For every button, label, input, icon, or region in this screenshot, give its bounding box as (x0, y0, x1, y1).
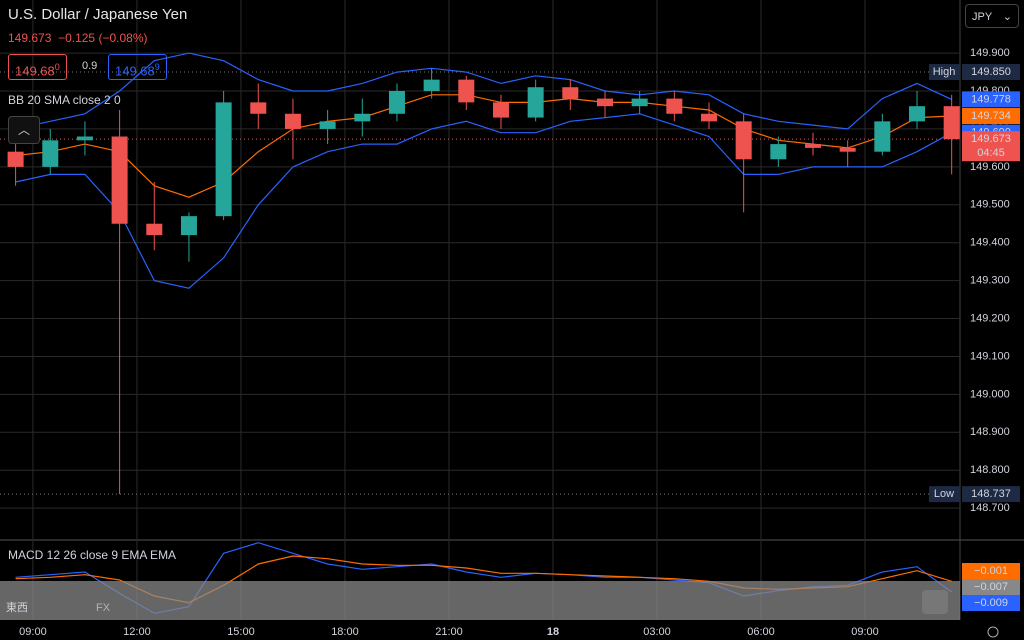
candle-body (215, 102, 232, 217)
bb-middle (15, 94, 952, 198)
change: −0.125 (58, 31, 96, 45)
dropdown-arrow: ⌄ (1002, 11, 1012, 23)
bb-badge-bg (962, 91, 1020, 108)
low-tag: Low (934, 488, 954, 500)
candle-body (492, 102, 509, 118)
y-tick-label: 149.500 (970, 199, 1010, 211)
x-tick-label: 15:00 (227, 626, 255, 638)
candle-body (805, 144, 822, 148)
ad-overlay (0, 581, 960, 620)
candle-body (250, 102, 267, 114)
candle-body (770, 144, 787, 160)
candle-body (700, 113, 717, 122)
last-price-badge-bg (962, 131, 1020, 162)
y-tick-label: 149.400 (970, 237, 1010, 249)
buy-pip: 9 (154, 62, 160, 72)
candle-body (562, 87, 579, 99)
scroll-button[interactable] (922, 590, 948, 614)
bb-lower (15, 113, 952, 289)
x-tick-label: 12:00 (123, 626, 151, 638)
candle-body (388, 91, 405, 114)
y-tick-label: 149.900 (970, 47, 1010, 59)
macd-badge-bg (962, 563, 1020, 579)
settings-icon[interactable] (987, 626, 999, 638)
y-tick-label: 148.700 (970, 502, 1010, 514)
macd-badge: −0.009 (974, 597, 1008, 609)
high-tag-bg (929, 64, 960, 81)
low-tag-bg (929, 486, 960, 503)
candle-body (943, 106, 960, 140)
candle-body (874, 121, 891, 152)
low-badge-bg (962, 486, 1020, 503)
x-tick-label: 09:00 (19, 626, 47, 638)
x-tick-label: 21:00 (435, 626, 463, 638)
y-tick-label: 149.200 (970, 312, 1010, 324)
low-badge: 148.737 (971, 488, 1011, 500)
sell-pip: 0 (54, 62, 60, 72)
sell-price: 149.68 (15, 63, 55, 79)
symbol-title: U.S. Dollar / Japanese Yen (8, 6, 188, 23)
candle-body (76, 136, 93, 141)
countdown: 04:45 (977, 147, 1005, 159)
candle-body (423, 79, 440, 92)
high-badge-bg (962, 64, 1020, 81)
watermark-right: FX (96, 602, 111, 614)
candle-body (7, 151, 24, 167)
macd-legend: MACD 12 26 close 9 EMA EMA (8, 548, 177, 562)
bb-badge: 149.778 (971, 93, 1011, 105)
x-tick-label: 18:00 (331, 626, 359, 638)
y-tick-label: 148.800 (970, 464, 1010, 476)
macd-badge: −0.007 (974, 581, 1008, 593)
candle-body (354, 113, 371, 122)
macd-badge-bg (962, 579, 1020, 595)
bb-legend: BB 20 SMA close 2 0 (8, 93, 121, 107)
y-tick-label: 149.100 (970, 350, 1010, 362)
x-tick-label: 03:00 (643, 626, 671, 638)
spread: 0.9 (82, 60, 98, 72)
candle-body (180, 216, 197, 236)
watermark-left: 東西 (6, 601, 28, 614)
quote: 149.673 −0.125 (−0.08%) (8, 31, 147, 45)
macd-badge: −0.001 (974, 565, 1008, 577)
bb-badge: 149.734 (971, 110, 1011, 122)
bb-upper (15, 52, 952, 130)
last-price-badge: 149.673 (971, 133, 1011, 145)
currency: JPY (972, 11, 993, 23)
collapse-button[interactable]: ︿ (8, 116, 40, 144)
candle-body (596, 98, 613, 107)
change-pct: (−0.08%) (98, 31, 148, 45)
y-tick-label: 149.000 (970, 388, 1010, 400)
candle-body (111, 136, 128, 224)
candle-body (527, 87, 544, 118)
buy-button[interactable]: 149.689 (108, 54, 167, 80)
candle-body (666, 98, 683, 114)
high-badge: 149.850 (971, 66, 1011, 78)
candle-body (319, 121, 336, 129)
last-price: 149.673 (8, 31, 52, 45)
macd-badge-bg (962, 595, 1020, 611)
currency-select[interactable]: JPY ⌄ (965, 4, 1019, 28)
candle-body (458, 79, 475, 103)
x-tick-label: 09:00 (851, 626, 879, 638)
candle-body (839, 147, 856, 152)
y-tick-label: 148.900 (970, 426, 1010, 438)
candle-body (631, 98, 648, 107)
candle-body (42, 140, 59, 167)
sell-button[interactable]: 149.680 (8, 54, 67, 80)
candle-body (146, 223, 163, 236)
candle-body (909, 106, 926, 122)
y-tick-label: 149.300 (970, 275, 1010, 287)
candle-body (284, 113, 301, 129)
bb-badge-bg (962, 108, 1020, 125)
x-tick-label: 18 (547, 626, 559, 638)
candle-body (735, 121, 752, 160)
buy-price: 149.68 (115, 63, 155, 79)
x-tick-label: 06:00 (747, 626, 775, 638)
y-tick-label: 149.600 (970, 161, 1010, 173)
high-tag: High (933, 66, 956, 78)
